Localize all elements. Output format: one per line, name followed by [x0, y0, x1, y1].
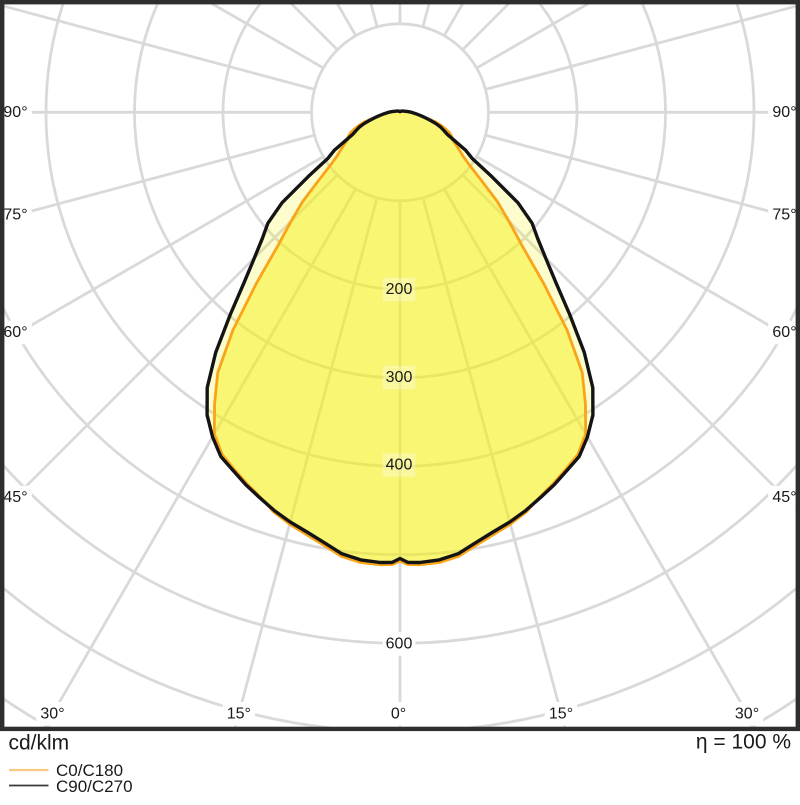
svg-text:400: 400	[386, 457, 413, 474]
svg-text:60°: 60°	[772, 324, 796, 341]
svg-text:200: 200	[386, 281, 413, 298]
svg-text:90°: 90°	[772, 104, 796, 121]
svg-text:90°: 90°	[3, 104, 27, 121]
svg-text:15°: 15°	[549, 705, 573, 722]
svg-text:45°: 45°	[772, 489, 796, 506]
svg-text:η = 100 %: η = 100 %	[696, 731, 791, 754]
svg-text:45°: 45°	[3, 489, 27, 506]
svg-text:75°: 75°	[3, 207, 27, 224]
svg-text:cd/klm: cd/klm	[9, 732, 70, 755]
svg-text:0°: 0°	[391, 705, 406, 722]
svg-text:30°: 30°	[735, 705, 759, 722]
svg-text:300: 300	[386, 369, 413, 386]
svg-text:C90/C270: C90/C270	[56, 777, 133, 796]
svg-text:30°: 30°	[40, 705, 64, 722]
svg-text:75°: 75°	[772, 207, 796, 224]
svg-text:600: 600	[386, 636, 413, 653]
svg-text:60°: 60°	[3, 324, 27, 341]
svg-text:15°: 15°	[227, 705, 251, 722]
